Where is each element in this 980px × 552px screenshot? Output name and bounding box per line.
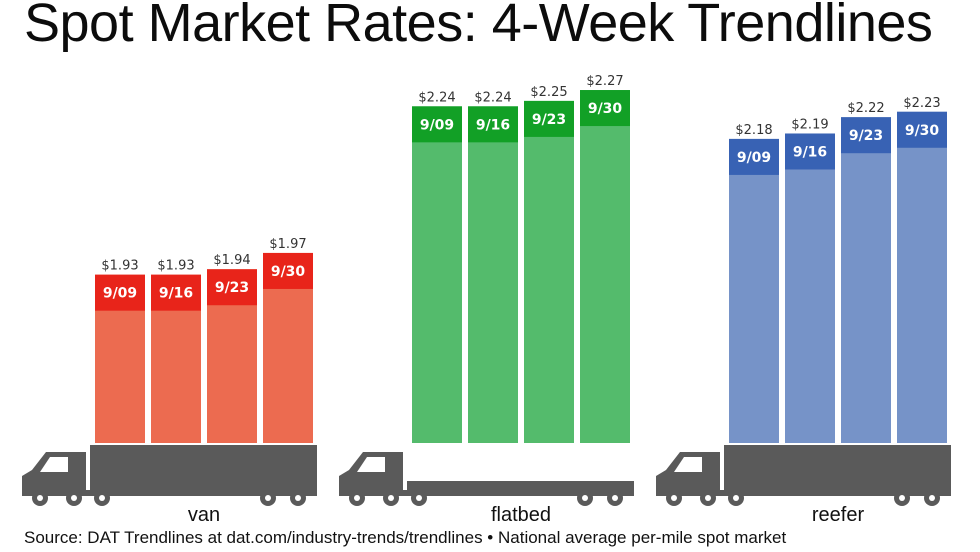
truck-icon [339,452,634,506]
bar-date-label: 9/23 [532,112,566,128]
bar-date-label: 9/23 [215,280,249,296]
bar-cap [785,133,835,170]
bar-value-label: $2.23 [903,96,940,111]
bar-date-label: 9/09 [103,286,137,302]
bar-date-label: 9/16 [476,117,510,133]
bar-value-label: $1.97 [269,237,306,252]
bar-value-label: $2.27 [586,74,623,89]
bar-date-label: 9/16 [159,286,193,302]
bar-value-label: $2.22 [847,101,884,116]
bar-date-label: 9/30 [588,101,623,117]
bar-value-label: $2.24 [474,90,511,105]
bar-cap [841,117,891,154]
bar-value-label: $2.18 [735,123,772,138]
bar-cap [524,100,574,137]
chart-title: Spot Market Rates: 4-Week Trendlines [24,0,933,53]
bar-value-label: $2.19 [791,117,828,132]
bar-date-label: 9/30 [271,264,306,280]
group-label-van: van [188,504,220,526]
source-note: Source: DAT Trendlines at dat.com/indust… [24,528,787,547]
bar [785,133,835,444]
bar-value-label: $1.93 [157,259,194,274]
bar-cap [729,138,779,175]
bar-cap [95,274,145,311]
bar-value-label: $1.94 [213,253,250,268]
bar-date-label: 9/16 [793,144,827,160]
bar [412,106,462,443]
bar-cap [207,269,257,306]
group-label-flatbed: flatbed [491,504,551,526]
bar-group-flatbed: 9/09 $2.24 9/16 $2.24 9/23 $2.25 9/30 $2.27 [412,74,630,444]
bar-value-label: $1.93 [101,259,138,274]
bar [524,100,574,443]
group-label-reefer: reefer [812,504,865,526]
bar-cap [580,90,630,127]
bar-date-label: 9/09 [420,117,454,133]
truck-icon [656,445,951,506]
bar-cap [897,111,947,148]
bar-group-reefer: 9/09 $2.18 9/16 $2.19 9/23 $2.22 9/30 $2.23 [729,96,947,444]
bar-cap [263,252,313,289]
bar-date-label: 9/30 [905,123,940,139]
bar [468,106,518,443]
bar [580,90,630,444]
bar-date-label: 9/09 [737,150,771,166]
truck-icon [22,445,317,506]
bar-cap [151,274,201,311]
bar-value-label: $2.25 [530,85,567,100]
bar-date-label: 9/23 [849,128,883,144]
bar-cap [412,106,462,143]
bar-value-label: $2.24 [418,90,455,105]
bar-cap [468,106,518,143]
bar [729,138,779,444]
bar [841,117,891,443]
bar-group-van: 9/09 $1.93 9/16 $1.93 9/23 $1.94 9/30 $1.97 [95,237,313,443]
bar [897,111,947,444]
